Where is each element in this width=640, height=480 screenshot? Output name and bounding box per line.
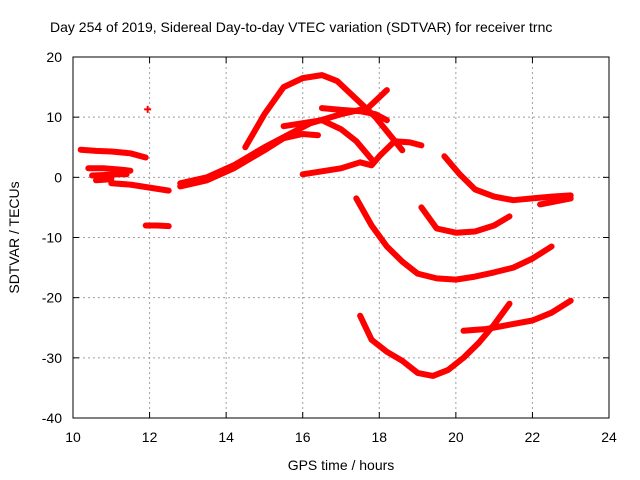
series-trace-arc-06 <box>142 222 172 230</box>
x-tick-label: 24 <box>601 429 617 445</box>
series-trace-arc-13 <box>353 195 555 283</box>
ticks-layer: 10 12 14 16 18 20 22 24 -40 -30 -20 -10 0 10 20 <box>42 49 617 445</box>
series-trace-arc-03 <box>89 171 130 179</box>
y-tick-label: -30 <box>42 350 62 366</box>
series-layer <box>77 72 574 379</box>
chart-title: Day 254 of 2019, Sidereal Day-to-day VTE… <box>50 19 552 35</box>
y-tick-label: 0 <box>54 169 62 185</box>
x-tick-label: 12 <box>142 429 158 445</box>
y-tick-label: -20 <box>42 290 62 306</box>
x-tick-label: 10 <box>65 429 81 445</box>
series-trace-arc-01 <box>77 146 149 161</box>
series-trace-arc-12 <box>318 105 390 124</box>
y-tick-label: 10 <box>46 109 62 125</box>
x-tick-label: 14 <box>218 429 234 445</box>
x-axis-label: GPS time / hours <box>288 457 395 473</box>
x-tick-label: 18 <box>371 429 387 445</box>
y-tick-label: -40 <box>42 410 62 426</box>
series-trace-arc-02 <box>85 165 134 174</box>
series-trace-arc-11 <box>299 138 425 178</box>
series-trace-arc-10 <box>280 117 375 163</box>
series-trace-arc-17 <box>460 297 574 334</box>
x-tick-label: 16 <box>295 429 311 445</box>
series-trace-arc-08 <box>177 131 321 190</box>
series-trace-arc-14 <box>357 300 513 379</box>
plot-frame <box>72 56 610 419</box>
x-tick-label: 22 <box>525 429 541 445</box>
isolated-point-marker <box>144 105 152 113</box>
series-trace-arc-04 <box>93 176 115 184</box>
y-axis-label: SDTVAR / TECUs <box>6 181 22 293</box>
series-trace-arc-16 <box>418 204 513 236</box>
x-tick-label: 20 <box>448 429 464 445</box>
y-tick-label: 20 <box>46 49 62 65</box>
y-tick-label: -10 <box>42 230 62 246</box>
series-trace-arc-18 <box>537 195 574 208</box>
series-trace-arc-15 <box>441 153 574 204</box>
series-trace-arc-05 <box>108 180 172 194</box>
